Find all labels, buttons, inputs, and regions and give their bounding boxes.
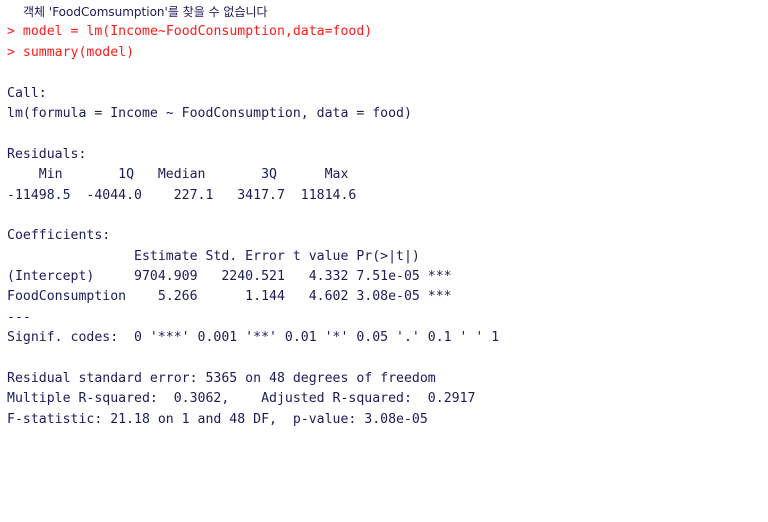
coefficient-row: FoodConsumption 5.266 1.144 4.602 3.08e-… (7, 289, 452, 305)
prompt-symbol: > (7, 44, 15, 60)
blank-line (7, 63, 768, 83)
call-formula: lm(formula = Income ~ FoodConsumption, d… (7, 105, 412, 121)
blank-line (7, 206, 768, 226)
blank-line (7, 349, 768, 369)
signif-codes: Signif. codes: 0 '***' 0.001 '**' 0.01 '… (7, 330, 500, 346)
call-header: Call: (7, 85, 47, 101)
residuals-values: -11498.5 -4044.0 227.1 3417.7 11814.6 (7, 187, 365, 203)
coefficients-columns: Estimate Std. Error t value Pr(>|t|) (7, 248, 452, 264)
command-line: > model = lm(Income~FoodConsumption,data… (7, 22, 768, 42)
residuals-header: Residuals: (7, 146, 87, 162)
prompt-symbol: > (7, 24, 15, 40)
coefficient-row: (Intercept) 9704.909 2240.521 4.332 7.51… (7, 269, 452, 285)
error-message: 객체 'FoodComsumption'를 찾을 수 없습니다 (23, 5, 268, 19)
residual-standard-error: Residual standard error: 5365 on 48 degr… (7, 371, 436, 387)
residuals-labels: Min 1Q Median 3Q Max (7, 167, 357, 183)
separator: --- (7, 309, 31, 325)
coefficients-header: Coefficients: (7, 228, 111, 244)
command-line: > summary(model) (7, 43, 768, 63)
f-statistic-line: F-statistic: 21.18 on 1 and 48 DF, p-val… (7, 411, 428, 427)
r-squared-line: Multiple R-squared: 0.3062, Adjusted R-s… (7, 391, 484, 407)
command-text: summary(model) (22, 44, 135, 60)
blank-line (7, 124, 768, 144)
command-text: model = lm(Income~FoodConsumption,data=f… (22, 24, 373, 40)
